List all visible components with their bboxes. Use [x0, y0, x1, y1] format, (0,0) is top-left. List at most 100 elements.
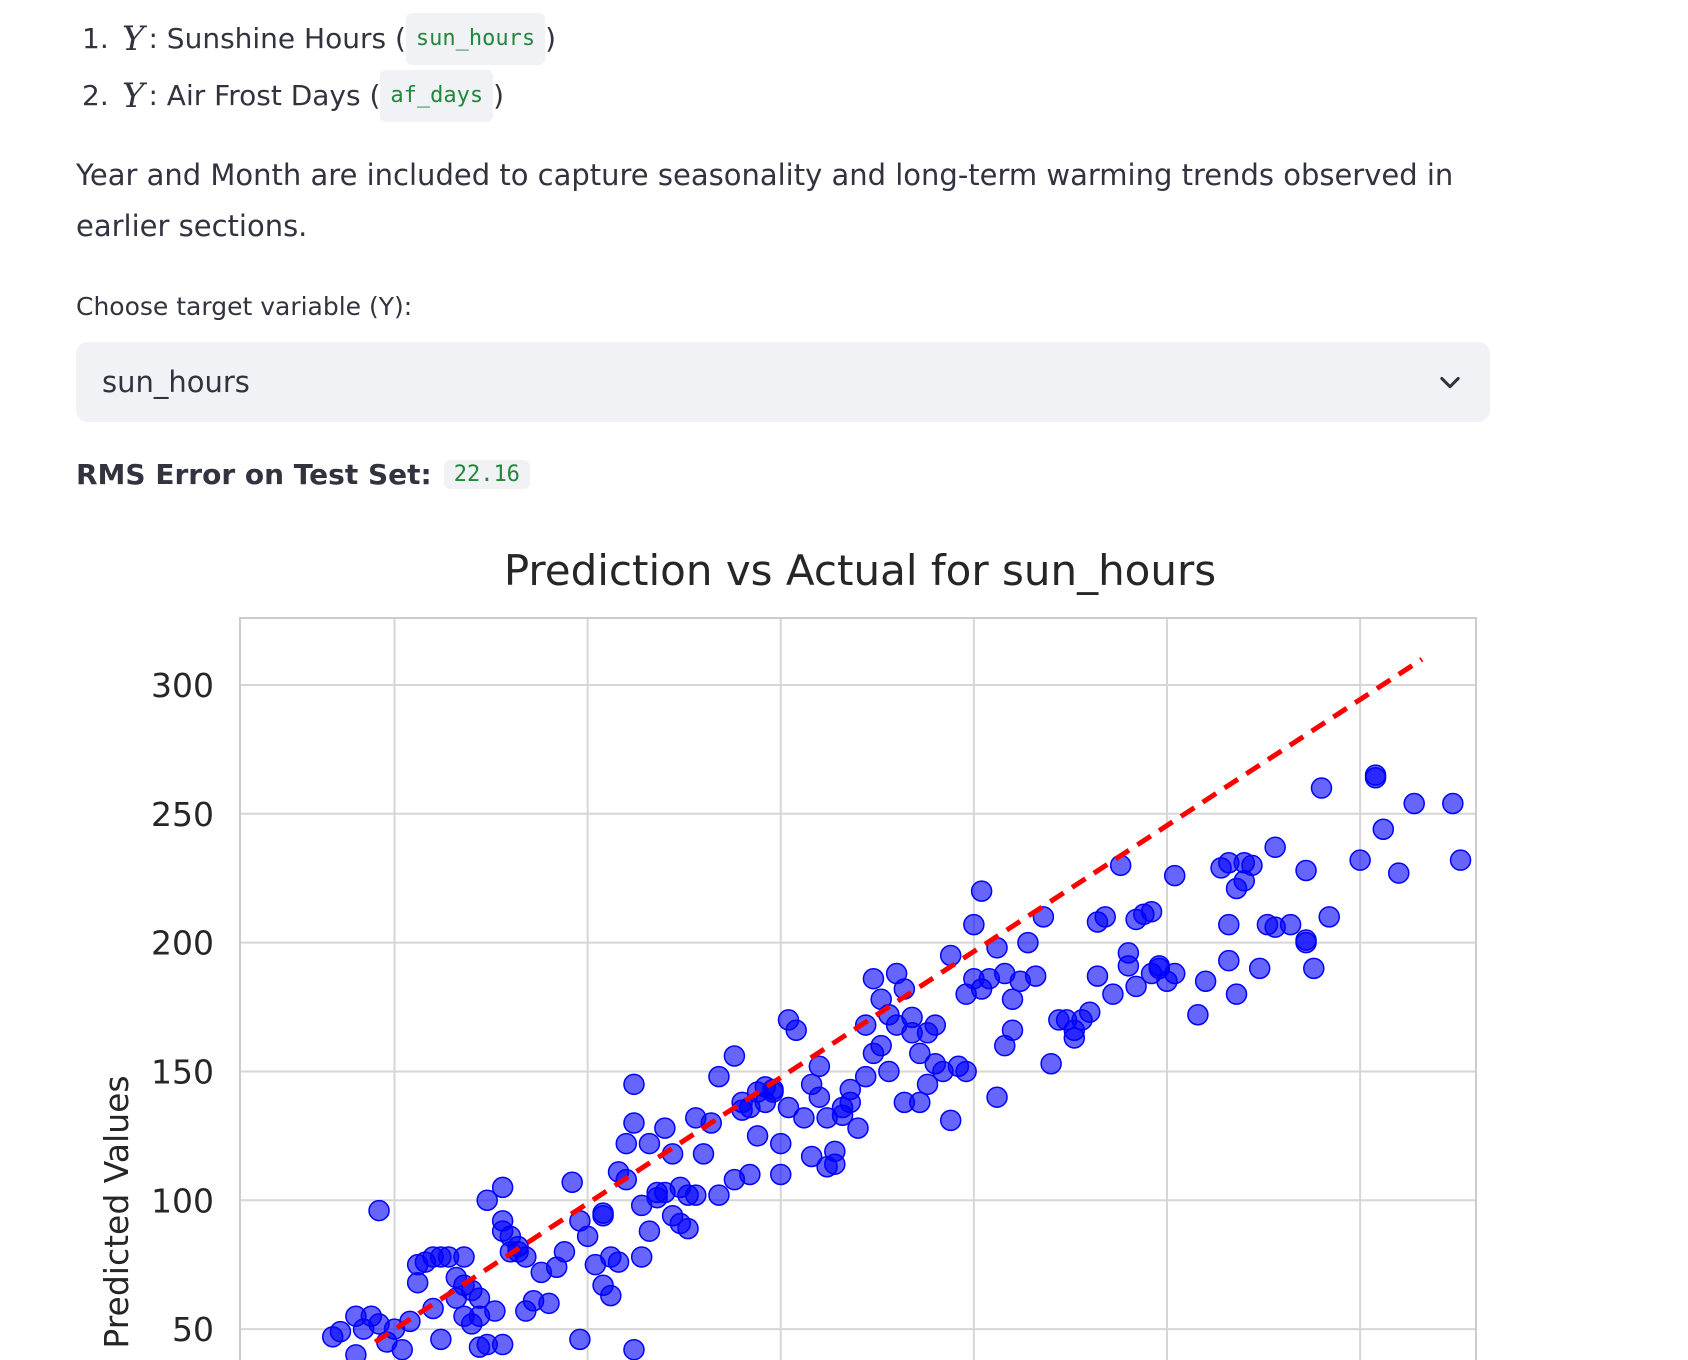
- scatter-point: [1310, 777, 1333, 799]
- scatter-point: [916, 1073, 939, 1096]
- math-variable: Y: [122, 75, 145, 116]
- scatter-point: [770, 1132, 792, 1155]
- description-paragraph: Year and Month are included to capture s…: [76, 158, 1454, 243]
- y-tick-label: 100: [151, 1181, 214, 1220]
- rms-value: 22.16: [443, 460, 530, 489]
- scatter-point: [1388, 862, 1410, 884]
- scatter-point: [1086, 965, 1109, 987]
- scatter-point: [1442, 792, 1464, 815]
- scatter-point: [986, 1086, 1008, 1108]
- list-separator: :: [148, 78, 167, 112]
- list-item-label: Air Frost Days (: [166, 78, 381, 112]
- plot-frame: [239, 617, 1477, 1360]
- scatter-point: [1218, 949, 1240, 972]
- scatter-point: [1248, 957, 1271, 980]
- scatter-point: [939, 1109, 962, 1132]
- scatter-point: [623, 1112, 645, 1134]
- scatter-point: [955, 1060, 977, 1083]
- scatter-point: [1102, 983, 1124, 1005]
- scatter-point: [1279, 913, 1302, 936]
- scatter-point: [909, 1091, 931, 1114]
- scatter-point: [1218, 913, 1240, 936]
- scatter-point: [1117, 942, 1140, 964]
- rms-error: RMS Error on Test Set: 22.16: [76, 458, 530, 491]
- scatter-point: [1264, 836, 1286, 859]
- scatter-point: [862, 967, 885, 990]
- scatter-point: [1187, 1004, 1209, 1026]
- rms-label: RMS Error on Test Set:: [76, 458, 432, 491]
- select-label: Choose target variable (Y):: [76, 292, 413, 321]
- scatter-point: [1040, 1052, 1062, 1075]
- scatter-point: [808, 1055, 831, 1078]
- scatter-point: [1318, 906, 1340, 928]
- scatter-point: [561, 1171, 583, 1193]
- math-variable: Y: [122, 18, 145, 59]
- reference-line: [373, 657, 1424, 1345]
- scatter-point: [1449, 849, 1472, 871]
- scatter-point: [854, 1014, 877, 1036]
- scatter-point: [1225, 983, 1248, 1005]
- scatter-point: [1001, 988, 1024, 1011]
- scatter-point: [623, 1073, 645, 1096]
- list-number: 1.: [82, 21, 109, 55]
- scatter-point: [1194, 970, 1217, 993]
- plot-area: 50 100 150 200 250 300: [151, 617, 1477, 1360]
- scatter-point: [677, 1217, 699, 1240]
- scatter-point: [430, 1328, 452, 1351]
- scatter-point: [777, 1096, 800, 1119]
- list-item-close: ): [545, 21, 557, 55]
- scatter-point: [1372, 818, 1395, 841]
- scatter-point: [824, 1140, 846, 1163]
- scatter-point: [1303, 957, 1325, 980]
- scatter-point: [607, 1251, 630, 1273]
- scatter-point: [785, 1019, 807, 1041]
- scatter-point: [692, 1143, 715, 1165]
- list-item-close: ): [493, 78, 505, 112]
- scatter-point: [854, 1065, 877, 1088]
- scatter-point: [723, 1045, 746, 1067]
- scatter-point: [1140, 900, 1163, 923]
- scatter-point: [638, 1132, 661, 1155]
- list-number: 2.: [82, 78, 109, 112]
- y-axis-label: Predicted Values: [97, 1075, 136, 1348]
- scatter-point: [468, 1336, 491, 1358]
- scatter-point: [1024, 965, 1047, 987]
- scatter-point: [1295, 859, 1317, 882]
- inline-code: sun_hours: [405, 12, 546, 65]
- scatter-point: [847, 1117, 869, 1139]
- target-variable-select[interactable]: sun_hours: [76, 342, 1490, 422]
- scatter-point: [1163, 864, 1186, 887]
- list-item: 1. Y : Sunshine Hours ( sun_hours ): [82, 10, 556, 67]
- scatter-point: [538, 1292, 560, 1315]
- y-tick-label: 200: [151, 924, 214, 963]
- scatter-point: [808, 1086, 831, 1108]
- scatter-point: [939, 944, 962, 967]
- list-separator: :: [148, 21, 167, 55]
- scatter-point: [630, 1246, 653, 1268]
- scatter-point: [708, 1184, 730, 1206]
- scatter-point: [600, 1284, 622, 1307]
- scatter-point: [345, 1344, 367, 1360]
- y-tick-label: 250: [151, 795, 214, 834]
- scatter-point: [1364, 764, 1387, 786]
- scatter-point: [963, 913, 985, 936]
- scatter-point: [329, 1320, 352, 1343]
- y-tick-label: 150: [151, 1052, 214, 1091]
- chart-title: Prediction vs Actual for sun_hours: [504, 546, 1216, 595]
- scatter-point: [1163, 962, 1186, 985]
- scatter-chart: Prediction vs Actual for sun_hours Predi…: [97, 546, 1477, 1360]
- scatter-point: [638, 1220, 661, 1242]
- scatter-point: [406, 1271, 429, 1294]
- scatter-point: [970, 880, 993, 902]
- scatter-point: [878, 1060, 900, 1083]
- scatter-point: [685, 1184, 707, 1206]
- scatter-point: [708, 1065, 730, 1088]
- scatter-point: [615, 1132, 637, 1155]
- scatter-point: [793, 1107, 815, 1129]
- scatter-point: [484, 1300, 506, 1322]
- chevron-down-icon: [1440, 376, 1460, 389]
- scatter-point: [870, 1034, 892, 1057]
- y-tick-label: 50: [172, 1310, 214, 1349]
- scatter-point: [1017, 931, 1039, 954]
- y-tick-label: 300: [151, 666, 214, 705]
